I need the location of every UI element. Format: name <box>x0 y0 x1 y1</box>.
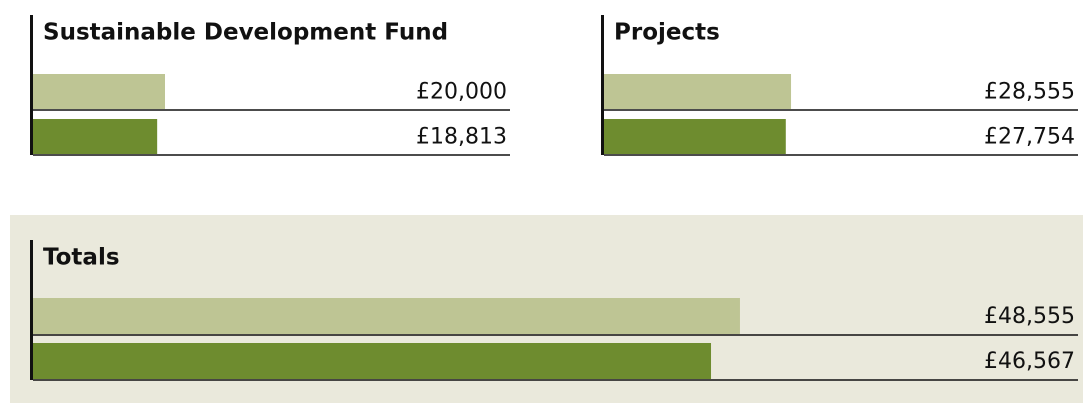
axis-line <box>30 240 33 380</box>
value-label: £18,813 <box>416 125 507 150</box>
chart-title: Projects <box>614 20 720 46</box>
bar <box>33 343 712 379</box>
bar <box>604 74 792 109</box>
axis-line <box>601 15 604 155</box>
bar <box>33 74 165 109</box>
chart-title: Totals <box>43 245 120 271</box>
value-label: £46,567 <box>984 349 1075 374</box>
value-label: £48,555 <box>984 304 1075 329</box>
chart-title: Sustainable Development Fund <box>43 20 448 46</box>
value-label: £20,000 <box>416 80 507 105</box>
value-label: £28,555 <box>984 80 1075 105</box>
bar <box>33 119 158 154</box>
bar <box>33 298 740 334</box>
axis-line <box>30 15 33 155</box>
value-label: £27,754 <box>984 125 1075 150</box>
bar <box>604 119 786 154</box>
